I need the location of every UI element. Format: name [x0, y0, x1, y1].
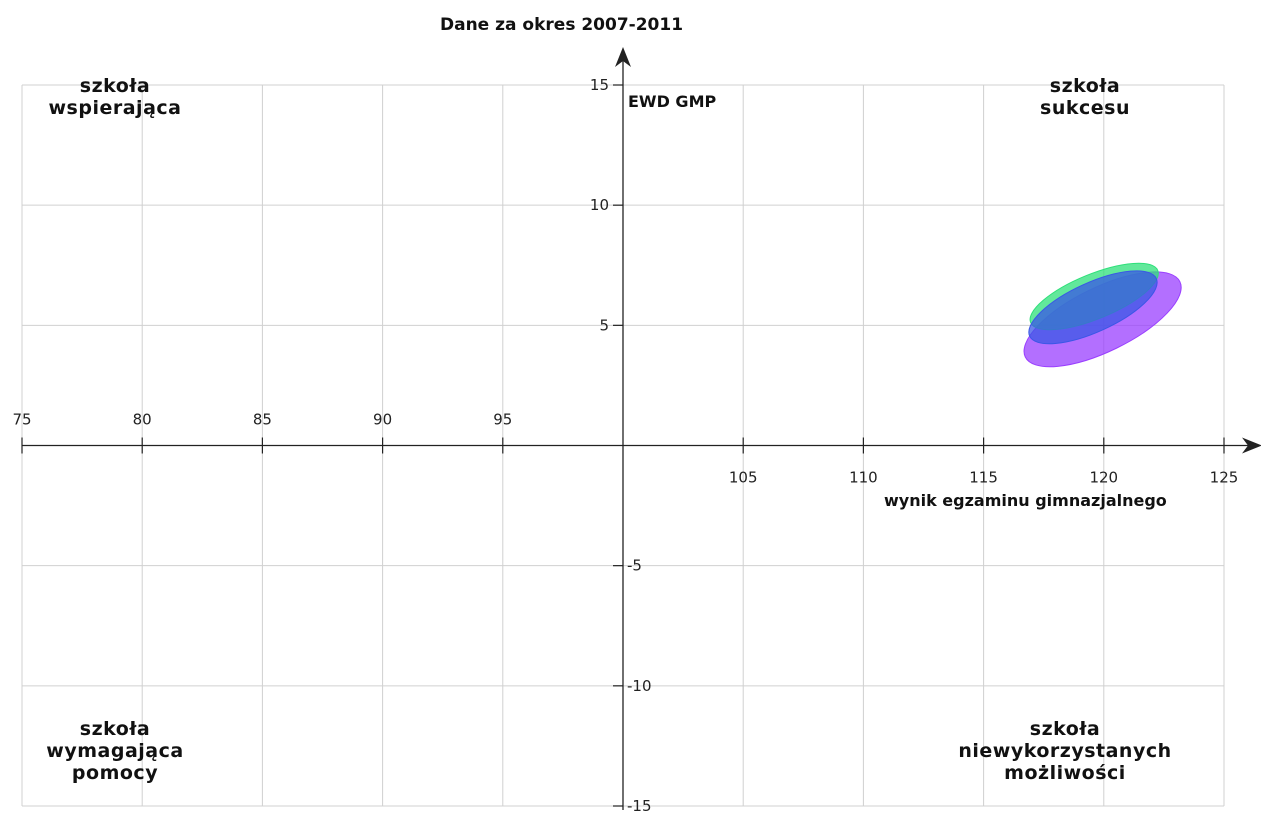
quadrant-bottom-right-line-1: szkoła	[1029, 718, 1101, 740]
y-tick-label: 15	[590, 76, 609, 94]
quadrant-top-right-line-1: szkoła	[1049, 75, 1121, 97]
quadrant-bottom-left-line-3: pomocy	[71, 762, 159, 784]
y-tick-label: 5	[599, 316, 609, 334]
quadrant-bottom-right: szkoła niewykorzystanych możliwości	[930, 718, 1200, 784]
quadrant-bottom-right-line-3: możliwości	[1004, 762, 1126, 784]
x-axis-label: wynik egzaminu gimnazjalnego	[884, 491, 1167, 510]
series-ellipse-3	[1028, 270, 1158, 345]
quadrant-bottom-right-line-2: niewykorzystanych	[958, 740, 1172, 762]
quadrant-top-right-line-2: sukcesu	[1040, 97, 1130, 119]
x-tick-label: 95	[493, 411, 512, 429]
y-tick-label: -5	[627, 557, 642, 575]
y-tick-label: 10	[590, 196, 609, 214]
quadrant-top-left: szkoła wspierająca	[30, 75, 200, 119]
axes	[22, 47, 1261, 810]
y-axis-label: EWD GMP	[628, 92, 717, 111]
x-tick-label: 120	[1089, 469, 1118, 487]
x-tick-label: 90	[373, 411, 392, 429]
quadrant-top-right: szkoła sukcesu	[1000, 75, 1170, 119]
quadrant-top-left-line-2: wspierająca	[48, 97, 182, 119]
x-tick-label: 105	[729, 469, 758, 487]
x-tick-label: 110	[849, 469, 878, 487]
y-tick-label: -15	[627, 797, 652, 814]
quadrant-bottom-left-line-2: wymagająca	[46, 740, 184, 762]
x-tick-label: 75	[12, 411, 31, 429]
series-group	[1023, 262, 1182, 368]
y-axis-arrow	[615, 47, 631, 67]
chart-title: Dane za okres 2007-2011	[440, 15, 684, 35]
x-tick-label: 115	[969, 469, 998, 487]
x-tick-label: 80	[133, 411, 152, 429]
y-tick-label: -10	[627, 677, 652, 695]
quadrant-bottom-left: szkoła wymagająca pomocy	[25, 718, 205, 784]
x-tick-label: 125	[1210, 469, 1239, 487]
x-tick-label: 85	[253, 411, 272, 429]
quadrant-top-left-line-1: szkoła	[79, 75, 151, 97]
x-axis-arrow	[1242, 437, 1261, 454]
quadrant-bottom-left-line-1: szkoła	[79, 718, 151, 740]
